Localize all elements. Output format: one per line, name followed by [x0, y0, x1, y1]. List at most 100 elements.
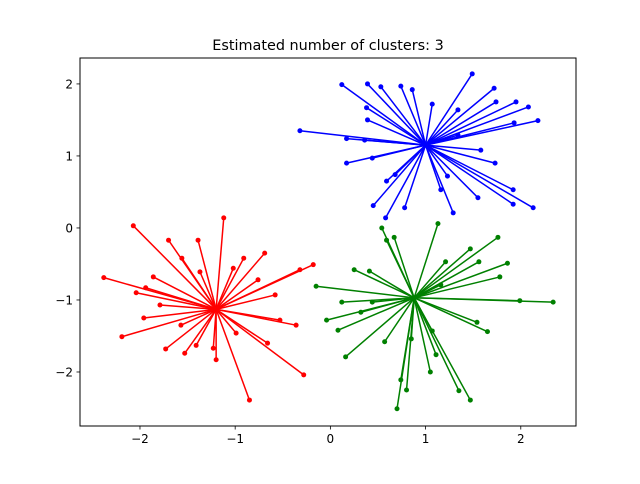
cluster-1-link-1 [215, 217, 225, 310]
cluster-0-link-16 [425, 144, 534, 209]
cluster-0-link-34 [425, 109, 459, 146]
x-tick-label-0: −2 [131, 432, 149, 446]
y-axis: −2 −1 0 1 2 [55, 77, 80, 379]
cluster-0-point-5 [535, 118, 541, 124]
cluster-2-link-22 [413, 297, 478, 323]
cluster-1-point-15 [163, 346, 169, 352]
cluster-0-point-22 [429, 101, 435, 107]
cluster-0-point-28 [365, 117, 371, 123]
cluster-0-point-19 [378, 84, 384, 90]
cluster-2-point-11 [313, 283, 319, 289]
cluster-2-point-5 [504, 260, 510, 266]
cluster-1-link-11 [215, 252, 266, 310]
cluster-1-point-23 [178, 322, 184, 328]
cluster-1-link-8 [215, 308, 268, 344]
cluster-0-point-6 [297, 128, 303, 134]
cluster-0-point-11 [402, 205, 408, 211]
cluster-2-link-24 [337, 297, 415, 331]
cluster-1-point-18 [293, 322, 299, 328]
cluster-2-point-15 [391, 234, 397, 240]
cluster-2-point-30 [369, 299, 375, 305]
cluster-0-point-33 [369, 155, 375, 161]
plot-area [101, 71, 556, 412]
cluster-2-link-9 [345, 297, 415, 358]
cluster-0-center [423, 142, 429, 148]
cluster-0-link-14 [425, 144, 514, 191]
cluster-0-link-21 [411, 89, 427, 146]
cluster-2-link-31 [341, 297, 415, 303]
cluster-1-point-19 [277, 317, 283, 323]
cluster-1-point-21 [179, 255, 185, 261]
cluster-1-point-0 [130, 223, 136, 229]
cluster-0-point-14 [510, 187, 516, 193]
cluster-0-link-31 [394, 144, 427, 176]
cluster-1-point-14 [141, 315, 147, 321]
cluster-0-point-24 [511, 120, 517, 126]
cluster-2-point-12 [351, 267, 357, 273]
cluster-0-link-1 [424, 73, 473, 146]
cluster-0-link-10 [384, 144, 427, 219]
cluster-1-link-26 [145, 287, 217, 311]
cluster-2-link-32 [413, 297, 432, 373]
cluster-2-point-33 [394, 406, 400, 412]
cluster-0-point-35 [364, 105, 370, 111]
cluster-1-link-3 [121, 308, 217, 338]
cluster-1-link-27 [215, 294, 276, 311]
cluster-0-link-18 [366, 83, 427, 146]
cluster-0-point-12 [450, 210, 456, 216]
cluster-1-point-29 [230, 265, 236, 271]
cluster-2-point-13 [366, 268, 372, 274]
cluster-0-point-21 [409, 87, 415, 93]
cluster-1-link-15 [165, 308, 217, 350]
cluster-0-point-10 [383, 215, 389, 221]
y-tick-label-4: 2 [65, 77, 73, 91]
cluster-0-link-32 [424, 144, 449, 177]
cluster-1-point-13 [133, 290, 139, 296]
cluster-0-point-29 [455, 132, 461, 138]
cluster-0 [297, 71, 541, 221]
cluster-2-point-9 [343, 354, 349, 360]
cluster-0-point-7 [344, 136, 350, 142]
cluster-2-point-1 [404, 387, 410, 393]
cluster-1-point-31 [193, 342, 199, 348]
cluster-2-point-4 [517, 298, 523, 304]
cluster-1-link-0 [132, 225, 217, 310]
cluster-0-point-25 [384, 178, 390, 184]
cluster-2-center [411, 295, 417, 301]
cluster-2-point-28 [443, 259, 449, 265]
cluster-1-point-25 [210, 345, 216, 351]
cluster-0-point-13 [475, 195, 481, 201]
cluster-2-link-15 [393, 237, 415, 299]
cluster-2-point-26 [476, 259, 482, 265]
y-tick-label-1: −1 [55, 293, 73, 307]
cluster-2-link-7 [413, 248, 471, 299]
cluster-0-point-30 [478, 147, 484, 153]
cluster-0-link-13 [425, 144, 479, 199]
cluster-2-point-14 [384, 237, 390, 243]
cluster-0-link-2 [425, 87, 495, 146]
cluster-1-point-20 [150, 274, 156, 280]
cluster-1-link-7 [215, 308, 305, 376]
cluster-2-point-18 [398, 377, 404, 383]
cluster-0-point-20 [398, 83, 404, 89]
x-tick-label-1: −1 [226, 432, 244, 446]
cluster-0-point-9 [370, 203, 376, 209]
cluster-2-point-32 [427, 369, 433, 375]
cluster-1-point-12 [241, 255, 247, 261]
cluster-1-point-6 [246, 397, 252, 403]
cluster-2-link-33 [396, 297, 415, 409]
cluster-1-point-28 [197, 269, 203, 275]
cluster-0-point-18 [365, 81, 371, 87]
cluster-1-link-10 [215, 269, 301, 311]
cluster-2-link-12 [353, 269, 415, 299]
cluster-1-link-25 [212, 309, 217, 349]
cluster-0-link-27 [364, 139, 426, 146]
cluster-2-point-25 [358, 309, 364, 315]
cluster-0-link-3 [425, 101, 517, 146]
cluster-1-point-16 [182, 350, 188, 356]
cluster-0-point-8 [344, 160, 350, 166]
cluster-2-point-6 [495, 234, 501, 240]
x-tick-label-3: 1 [422, 432, 430, 446]
cluster-2-link-20 [413, 297, 460, 392]
